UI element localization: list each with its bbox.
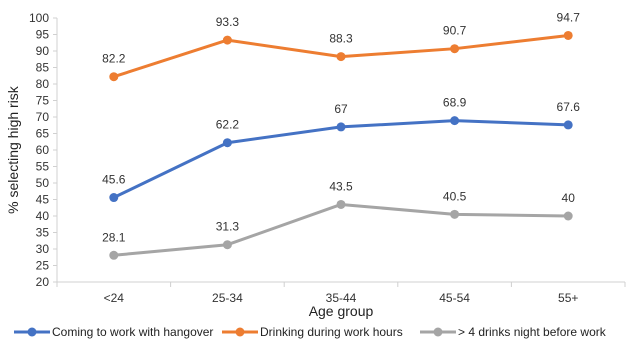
y-tick-label: 35 bbox=[36, 226, 50, 240]
y-axis-ticks: 20 25 30 35 40 45 50 55 60 65 70 75 80 85 90 95 100 bbox=[29, 11, 57, 289]
legend-item: > 4 drinks night before work bbox=[420, 325, 607, 339]
x-axis-title: Age group bbox=[309, 303, 374, 319]
data-label: 40.5 bbox=[443, 189, 467, 203]
series-layer: 45.6 62.2 67 68.9 67.6 82.2 93.3 88.3 90.7 94.7 28… bbox=[102, 10, 581, 260]
data-label: 31.3 bbox=[216, 220, 240, 234]
y-axis-title: % selecting high risk bbox=[5, 85, 21, 214]
y-tick-label: 85 bbox=[36, 61, 50, 75]
y-tick-label: 45 bbox=[36, 193, 50, 207]
legend-item: Coming to work with hangover bbox=[14, 325, 213, 339]
y-tick-label: 75 bbox=[36, 94, 50, 108]
data-label: 67 bbox=[334, 102, 348, 116]
legend-label: Coming to work with hangover bbox=[52, 325, 213, 339]
x-axis-ticks: <24 25-34 35-44 45-54 55+ bbox=[56, 282, 626, 305]
legend-item: Drinking during work hours bbox=[222, 325, 403, 339]
data-point bbox=[563, 120, 573, 130]
y-tick-label: 100 bbox=[29, 11, 49, 25]
series-line bbox=[113, 202, 569, 257]
data-point bbox=[222, 240, 232, 250]
y-tick-label: 50 bbox=[36, 176, 50, 190]
y-tick-label: 95 bbox=[36, 28, 50, 42]
data-point bbox=[336, 52, 346, 62]
y-tick-label: 40 bbox=[36, 209, 50, 223]
y-tick-label: 70 bbox=[36, 110, 50, 124]
data-point bbox=[336, 199, 346, 209]
data-point bbox=[109, 72, 119, 82]
x-tick-label: <24 bbox=[104, 291, 125, 305]
y-tick-label: 20 bbox=[36, 275, 50, 289]
legend-label: Drinking during work hours bbox=[260, 325, 403, 339]
y-tick-label: 25 bbox=[36, 259, 50, 273]
y-tick-label: 30 bbox=[36, 242, 50, 256]
data-label: 43.5 bbox=[329, 179, 353, 193]
data-label: 67.6 bbox=[557, 100, 581, 114]
y-tick-label: 65 bbox=[36, 127, 50, 141]
data-label: 45.6 bbox=[102, 173, 126, 187]
data-label: 62.2 bbox=[216, 118, 240, 132]
data-point bbox=[450, 44, 460, 54]
series-3: 28.1 31.3 43.5 40.5 40 bbox=[102, 179, 576, 260]
legend-swatch-marker bbox=[433, 327, 443, 337]
legend-swatch-marker bbox=[235, 327, 245, 337]
legend-swatch-marker bbox=[27, 327, 37, 337]
legend: Coming to work with hangover Drinking dur… bbox=[14, 325, 607, 339]
data-point bbox=[450, 116, 460, 126]
data-label: 94.7 bbox=[557, 10, 581, 24]
legend-label: > 4 drinks night before work bbox=[458, 325, 607, 339]
data-point bbox=[222, 35, 232, 45]
data-point bbox=[450, 209, 460, 219]
data-point bbox=[222, 138, 232, 148]
y-tick-label: 55 bbox=[36, 160, 50, 174]
y-tick-label: 80 bbox=[36, 77, 50, 91]
data-label: 28.1 bbox=[102, 230, 126, 244]
data-label: 90.7 bbox=[443, 24, 467, 38]
data-point bbox=[563, 30, 573, 40]
data-point bbox=[109, 250, 119, 260]
x-tick-label: 45-54 bbox=[439, 291, 470, 305]
data-point bbox=[336, 122, 346, 132]
data-point bbox=[563, 211, 573, 221]
series-1: 45.6 62.2 67 68.9 67.6 bbox=[102, 96, 581, 203]
data-label: 82.2 bbox=[102, 52, 126, 66]
data-label: 40 bbox=[562, 191, 576, 205]
data-label: 88.3 bbox=[329, 32, 353, 46]
series-2: 82.2 93.3 88.3 90.7 94.7 bbox=[102, 10, 581, 82]
data-point bbox=[109, 193, 119, 203]
x-tick-label: 25-34 bbox=[212, 291, 243, 305]
x-tick-label: 55+ bbox=[558, 291, 578, 305]
data-label: 93.3 bbox=[216, 15, 240, 29]
data-label: 68.9 bbox=[443, 96, 467, 110]
y-tick-label: 90 bbox=[36, 44, 50, 58]
y-tick-label: 60 bbox=[36, 143, 50, 157]
x-tick-label: 35-44 bbox=[326, 291, 357, 305]
